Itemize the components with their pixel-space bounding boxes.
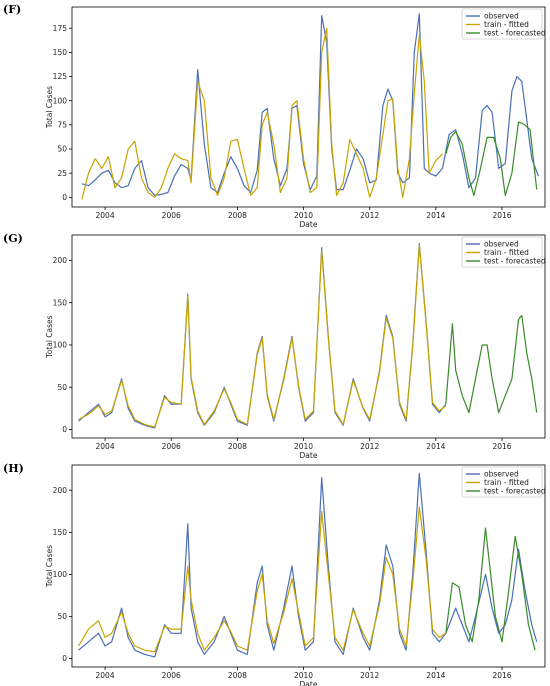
x-tick-label: 2014	[426, 211, 445, 220]
x-tick-label: 2012	[360, 442, 379, 451]
x-tick-label: 2012	[360, 671, 379, 680]
x-tick-label: 2006	[162, 211, 181, 220]
y-tick-label: 100	[53, 96, 68, 105]
x-tick-label: 2016	[492, 671, 511, 680]
x-tick-label: 2008	[228, 211, 247, 220]
legend-entry: observed	[484, 240, 519, 249]
series-line-test-forecasted	[445, 527, 536, 651]
x-tick-label: 2010	[294, 211, 313, 220]
series-line-observed	[78, 472, 538, 658]
y-tick-label: 0	[62, 193, 67, 202]
series-line-train-fitted	[78, 244, 447, 428]
legend-entry: test - forecasted	[484, 29, 546, 38]
series-line-train-fitted	[81, 27, 443, 200]
y-axis-label: Total Cases	[45, 545, 54, 588]
chart-panel-2: (G) 2004 2006 2008 2010 2012 2014 2016 0 50 100 150…	[3, 232, 546, 460]
y-tick-label: 175	[53, 24, 68, 33]
y-tick-label: 200	[53, 486, 68, 495]
y-tick-label: 200	[53, 256, 68, 265]
x-tick-label: 2016	[492, 211, 511, 220]
series-line-test-forecasted	[445, 314, 538, 414]
panel-label: (F)	[3, 3, 21, 16]
x-tick-label: 2004	[96, 442, 115, 451]
x-tick-label: 2014	[426, 671, 445, 680]
y-tick-label: 0	[62, 425, 67, 434]
x-tick-label: 2010	[294, 442, 313, 451]
y-tick-label: 100	[53, 341, 68, 350]
y-tick-label: 150	[53, 528, 68, 537]
x-tick-label: 2008	[228, 442, 247, 451]
legend-entry: observed	[484, 12, 519, 21]
legend-entry: observed	[484, 470, 519, 479]
y-axis-label: Total Cases	[45, 315, 54, 358]
plot-frame	[71, 464, 546, 668]
legend-box	[461, 8, 543, 40]
y-tick-label: 50	[57, 612, 67, 621]
chart-panel-3: (H) 2004 2006 2008 2010 2012 2014 2016 0 50 100 150…	[3, 462, 546, 686]
y-axis-label: Total Cases	[45, 86, 54, 129]
y-tick-label: 50	[57, 145, 67, 154]
legend-box	[461, 236, 543, 268]
x-tick-label: 2010	[294, 671, 313, 680]
x-tick-label: 2004	[96, 671, 115, 680]
legend-box	[461, 466, 543, 498]
x-tick-label: 2014	[426, 442, 445, 451]
plot-frame	[71, 234, 546, 439]
y-tick-label: 75	[57, 120, 67, 129]
y-tick-label: 25	[57, 169, 67, 178]
panel-label: (H)	[3, 462, 24, 475]
x-tick-label: 2016	[492, 442, 511, 451]
legend-entry: train - fitted	[484, 248, 529, 257]
chart-panel-1: (F) 2004 2006 2008 2010 2012 2014 2016 0 25 50 75 10…	[3, 3, 546, 229]
x-tick-label: 2006	[162, 671, 181, 680]
legend-entry: test - forecasted	[484, 257, 546, 266]
legend-entry: train - fitted	[484, 478, 529, 487]
x-tick-label: 2006	[162, 442, 181, 451]
series-line-train-fitted	[78, 506, 447, 653]
y-tick-label: 0	[62, 654, 67, 663]
x-tick-label: 2008	[228, 671, 247, 680]
panel-label: (G)	[3, 232, 23, 245]
series-line-observed	[78, 242, 447, 429]
y-tick-label: 125	[53, 72, 68, 81]
y-tick-label: 50	[57, 383, 67, 392]
y-tick-label: 150	[53, 48, 68, 57]
x-axis-label: Date	[300, 680, 318, 686]
x-axis-label: Date	[300, 220, 318, 229]
y-tick-label: 150	[53, 298, 68, 307]
x-tick-label: 2012	[360, 211, 379, 220]
series-line-observed	[81, 13, 539, 196]
plot-frame	[71, 6, 546, 208]
x-tick-label: 2004	[96, 211, 115, 220]
x-axis-label: Date	[300, 451, 318, 460]
y-tick-label: 100	[53, 570, 68, 579]
legend-entry: test - forecasted	[484, 487, 546, 496]
series-line-test-forecasted	[445, 121, 538, 196]
legend-entry: train - fitted	[484, 20, 529, 29]
